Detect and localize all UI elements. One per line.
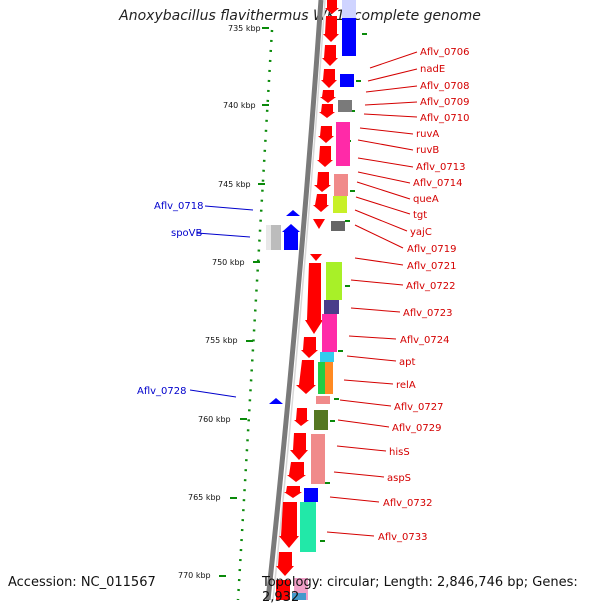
gene-label: Aflv_0714	[413, 178, 463, 189]
gene-label: Aflv_0729	[392, 423, 442, 434]
gene-labels-left: Aflv_0718 spoVB Aflv_0728	[137, 201, 204, 397]
gene-label: Aflv_0719	[407, 244, 457, 255]
gene-arrow	[276, 580, 290, 600]
gene-label: Aflv_0710	[420, 113, 470, 124]
accession-text: Accession: NC_011567	[8, 575, 156, 590]
gene-label: Aflv_0732	[383, 498, 433, 509]
gene-label: Aflv_0706	[420, 47, 470, 58]
ruler-tick	[262, 104, 269, 106]
gene-label: Aflv_0708	[420, 81, 470, 92]
gene-label: Aflv_0718	[154, 201, 204, 212]
gene-arrow	[290, 433, 308, 460]
ruler-tick-label: 750 kbp	[212, 258, 245, 267]
forward-genes	[276, 0, 339, 600]
ruler-tick	[258, 183, 265, 185]
gene-arrow	[294, 408, 309, 426]
gene-box	[266, 225, 271, 250]
ruler-tick	[240, 418, 247, 420]
gene-label: Aflv_0709	[420, 97, 470, 108]
gene-label: Aflv_0721	[407, 261, 457, 272]
gene-label: Aflv_0728	[137, 386, 187, 397]
leader-lines	[326, 51, 418, 537]
ruler-tick-label: 770 kbp	[178, 571, 211, 580]
gene-label: Aflv_0722	[406, 281, 456, 292]
gene-label: aspS	[387, 473, 411, 484]
gene-arrow	[276, 552, 294, 576]
gene-label: hisS	[389, 447, 410, 458]
gene-arrow	[282, 224, 300, 250]
gene-label: Aflv_0727	[394, 402, 444, 413]
gene-arrow	[320, 90, 336, 103]
gene-arrow	[313, 194, 329, 212]
gene-arrow	[284, 486, 302, 498]
gene-label: relA	[396, 380, 416, 391]
gene-label: spoVB	[171, 228, 203, 239]
genome-backbone	[265, 0, 326, 600]
gene-label: ruvA	[416, 129, 439, 140]
gene-arrow	[310, 254, 322, 261]
gene-arrow	[305, 263, 323, 334]
gene-arrow	[317, 146, 333, 167]
gene-arrow	[321, 69, 337, 88]
gene-arrow	[286, 210, 300, 216]
gene-label: nadE	[420, 64, 445, 75]
gene-arrow	[318, 126, 334, 143]
ruler-tick	[262, 27, 269, 29]
ruler-tick-label: 760 kbp	[198, 415, 231, 424]
gene-labels-right: Aflv_0706 nadE Aflv_0708 Aflv_0709 Aflv_…	[378, 47, 470, 543]
ruler-tick	[253, 261, 260, 263]
gene-arrow	[287, 462, 306, 482]
ruler-tick-label: 755 kbp	[205, 336, 238, 345]
feature-ticks	[320, 33, 367, 542]
category-track	[292, 0, 356, 600]
ruler: 735 kbp 740 kbp 745 kbp 750 kbp 755 kbp …	[178, 24, 269, 580]
leader-lines-left	[189, 205, 254, 398]
gene-arrow	[319, 104, 335, 118]
gene-label: Aflv_0723	[403, 308, 453, 319]
gene-arrow	[325, 0, 339, 14]
gene-arrow	[323, 16, 339, 42]
gene-arrow	[269, 398, 283, 404]
gene-arrow	[301, 337, 318, 358]
gene-label: Aflv_0724	[400, 335, 450, 346]
ruler-tick-label: 740 kbp	[223, 101, 256, 110]
ruler-dots	[236, 29, 274, 600]
gene-arrow	[296, 360, 316, 394]
gene-arrow	[322, 45, 338, 66]
reverse-genes	[266, 210, 300, 404]
gene-arrow	[314, 172, 331, 192]
genome-summary-text: Topology: circular; Length: 2,846,746 bp…	[262, 575, 578, 605]
map-title: Anoxybacillus flavithermus WK1, complete…	[119, 8, 481, 24]
ruler-tick-label: 735 kbp	[228, 24, 261, 33]
ruler-tick-label: 745 kbp	[218, 180, 251, 189]
ruler-tick	[230, 497, 237, 499]
ruler-tick	[246, 340, 253, 342]
ruler-tick	[219, 575, 226, 577]
gene-arrow	[313, 219, 325, 229]
gene-arrow	[279, 502, 299, 548]
gene-label: ruvB	[416, 145, 439, 156]
gene-label: Aflv_0733	[378, 532, 428, 543]
ruler-tick-label: 765 kbp	[188, 493, 221, 502]
gene-label: tgt	[413, 210, 427, 221]
gene-label: yajC	[410, 227, 432, 238]
gene-label: apt	[399, 357, 415, 368]
gene-label: queA	[413, 194, 439, 205]
gene-label: Aflv_0713	[416, 162, 466, 173]
